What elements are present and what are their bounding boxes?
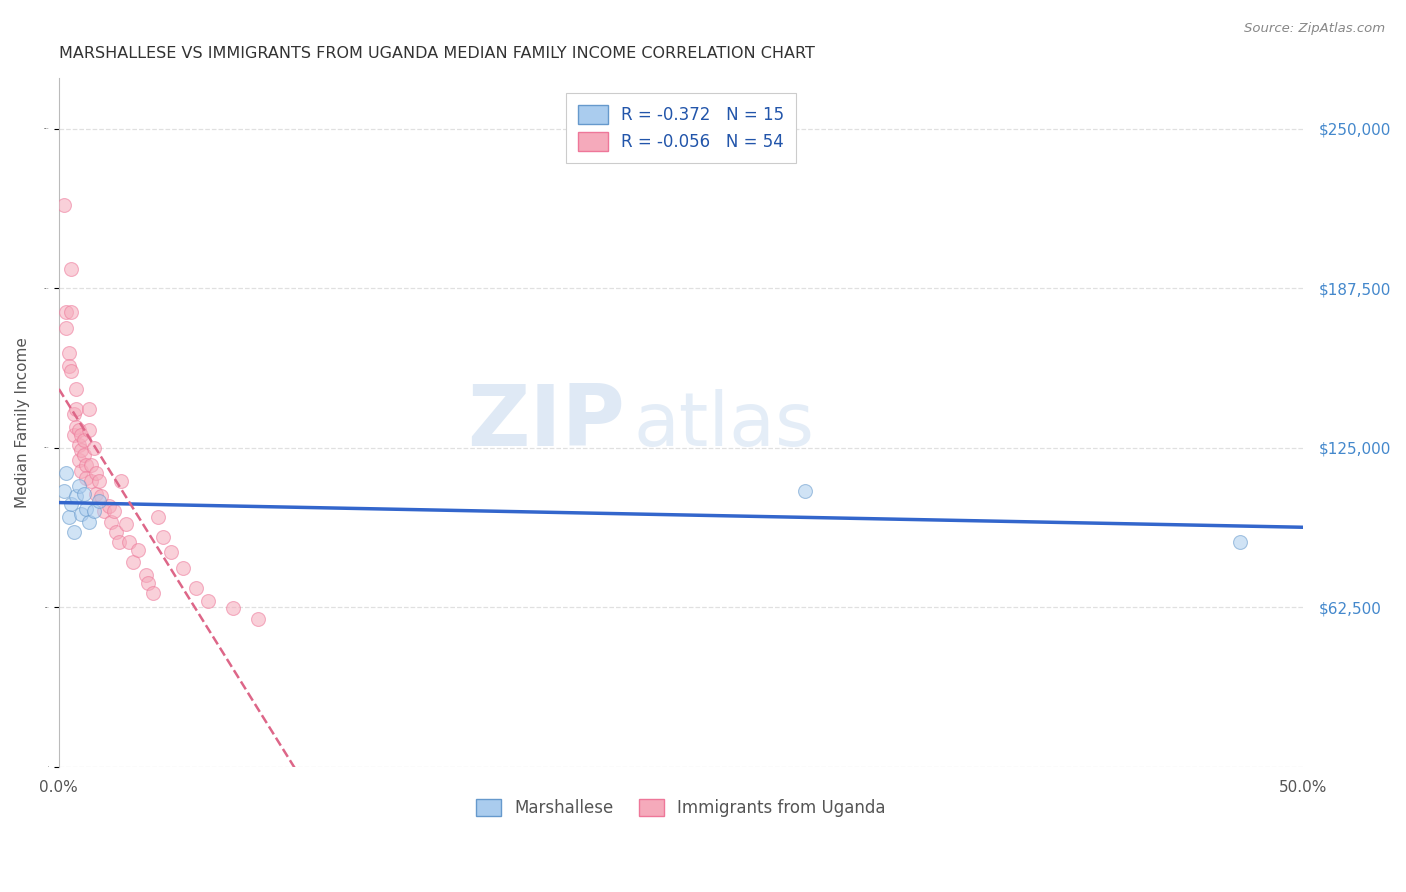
Point (90, 489, 112, 503)
Point (75, 501, 97, 516)
Y-axis label: Median Family Income: Median Family Income (15, 336, 30, 508)
Point (67, 423, 90, 437)
Point (60, 497, 83, 511)
Point (58, 359, 80, 373)
Point (60, 305, 83, 319)
Point (77, 423, 100, 437)
Point (52, 198, 75, 212)
Point (122, 556, 145, 570)
Point (83, 504, 105, 518)
Point (142, 586, 165, 600)
Text: Source: ZipAtlas.com: Source: ZipAtlas.com (1244, 22, 1385, 36)
Point (184, 581, 207, 595)
Point (58, 346, 80, 360)
Point (70, 428, 93, 442)
Point (55, 466, 77, 480)
Point (55, 320, 77, 334)
Point (75, 471, 97, 485)
Point (83, 441, 105, 455)
Point (100, 515, 122, 529)
Point (246, 611, 269, 625)
Point (55, 305, 77, 319)
Point (65, 402, 87, 417)
Legend: Marshallese, Immigrants from Uganda: Marshallese, Immigrants from Uganda (470, 792, 893, 823)
Text: MARSHALLESE VS IMMIGRANTS FROM UGANDA MEDIAN FAMILY INCOME CORRELATION CHART: MARSHALLESE VS IMMIGRANTS FROM UGANDA ME… (59, 46, 814, 62)
Point (159, 545, 181, 559)
Point (73, 433, 96, 447)
Point (65, 420, 87, 434)
Point (70, 443, 93, 458)
Point (1229, 535, 1251, 549)
Point (70, 464, 93, 478)
Text: atlas: atlas (634, 389, 814, 462)
Point (65, 382, 87, 396)
Point (87, 494, 110, 508)
Point (62, 408, 84, 422)
Point (172, 560, 194, 574)
Point (93, 504, 115, 518)
Point (148, 509, 170, 524)
Point (135, 568, 157, 582)
Point (127, 542, 149, 557)
Point (75, 458, 97, 473)
Point (77, 402, 100, 417)
Point (67, 479, 90, 493)
Point (103, 504, 125, 518)
Point (84, 486, 107, 500)
Text: ZIP: ZIP (467, 381, 624, 464)
Point (197, 593, 219, 607)
Point (138, 575, 160, 590)
Point (58, 509, 80, 524)
Point (110, 474, 132, 488)
Point (152, 530, 174, 544)
Point (107, 535, 129, 549)
Point (67, 438, 90, 452)
Point (105, 524, 128, 539)
Point (60, 364, 83, 378)
Point (73, 486, 96, 500)
Point (84, 466, 107, 480)
Point (87, 474, 110, 488)
Point (67, 453, 90, 467)
Point (70, 507, 93, 521)
Point (65, 489, 87, 503)
Point (794, 483, 817, 498)
Point (77, 515, 100, 529)
Point (80, 474, 103, 488)
Point (222, 601, 245, 615)
Point (52, 483, 75, 498)
Point (97, 500, 120, 514)
Point (62, 524, 84, 539)
Point (80, 458, 103, 473)
Point (73, 448, 96, 462)
Point (115, 517, 138, 532)
Point (117, 535, 139, 549)
Point (62, 428, 84, 442)
Point (60, 262, 83, 277)
